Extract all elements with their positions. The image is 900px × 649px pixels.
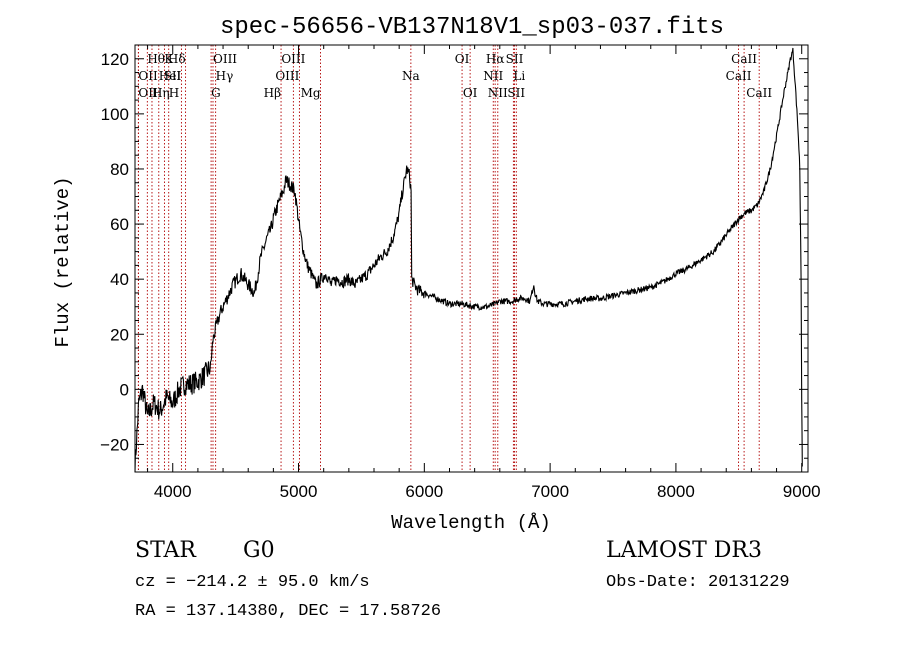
line-label-25: CaII <box>726 69 752 83</box>
line-label-15: Mg <box>301 86 321 100</box>
x-tick-label-4000: 4000 <box>154 482 192 501</box>
y-tick-label-60: 60 <box>110 215 129 234</box>
y-tick-label-100: 100 <box>101 105 129 124</box>
x-tick-label-6000: 6000 <box>405 482 443 501</box>
line-label-2: OII <box>138 86 158 100</box>
y-axis-label: Flux (relative) <box>52 176 74 347</box>
x-axis: 4000 5000 6000 7000 8000 9000 <box>147 45 821 501</box>
line-label-11: G <box>211 86 221 100</box>
coordinates: RA = 137.14380, DEC = 17.58726 <box>135 602 442 621</box>
line-label-7: SII <box>164 69 182 83</box>
line-label-27: CaII <box>746 86 772 100</box>
line-label-0: Hθ <box>147 52 165 66</box>
line-label-6: H <box>169 86 179 100</box>
line-label-10: Hγ <box>216 69 234 83</box>
y-tick-label--20: −20 <box>100 435 129 454</box>
y-axis: −20 0 20 40 60 80 100 120 <box>100 44 808 473</box>
line-label-16: Na <box>402 69 420 83</box>
line-label-9: OIII <box>213 52 237 66</box>
y-tick-label-20: 20 <box>110 325 129 344</box>
x-axis-label: Wavelength (Å) <box>391 512 551 534</box>
x-tick-label-8000: 8000 <box>657 482 695 501</box>
y-tick-label-80: 80 <box>110 160 129 179</box>
y-tick-label-120: 120 <box>101 50 129 69</box>
chart-title: spec-56656-VB137N18V1_sp03-037.fits <box>220 14 724 41</box>
line-label-8: Hδ <box>168 52 186 66</box>
line-label-4: HeI <box>159 69 182 83</box>
plot-frame <box>134 44 809 473</box>
line-label-17: OI <box>455 52 470 66</box>
redshift-velocity: cz = −214.2 ± 95.0 km/s <box>135 573 370 592</box>
object-class: STAR <box>135 538 196 563</box>
survey-name: LAMOST DR3 <box>606 538 762 563</box>
line-label-22: SII <box>506 52 524 66</box>
line-label-19: Hα <box>486 52 505 66</box>
line-label-26: CaII <box>731 52 757 66</box>
line-label-24: SII <box>507 86 525 100</box>
line-label-1: OII <box>138 69 158 83</box>
line-markers <box>137 45 760 472</box>
line-label-12: Hβ <box>264 86 281 100</box>
object-subclass: G0 <box>243 538 275 563</box>
line-label-3: Hη <box>152 86 170 100</box>
line-label-18: OI <box>463 86 478 100</box>
line-label-23: Li <box>513 69 525 83</box>
observation-date: Obs-Date: 20131229 <box>606 573 790 592</box>
spectrum-line <box>134 47 803 473</box>
line-label-21: NII <box>488 86 508 100</box>
line-label-13: OIII <box>281 52 305 66</box>
x-tick-label-7000: 7000 <box>531 482 569 501</box>
line-label-14: OIII <box>275 69 299 83</box>
x-tick-label-5000: 5000 <box>280 482 318 501</box>
y-tick-label-40: 40 <box>110 270 129 289</box>
line-label-5: K <box>164 52 174 66</box>
y-tick-label-0: 0 <box>120 380 129 399</box>
x-tick-label-9000: 9000 <box>783 482 821 501</box>
line-label-20: NII <box>483 69 503 83</box>
